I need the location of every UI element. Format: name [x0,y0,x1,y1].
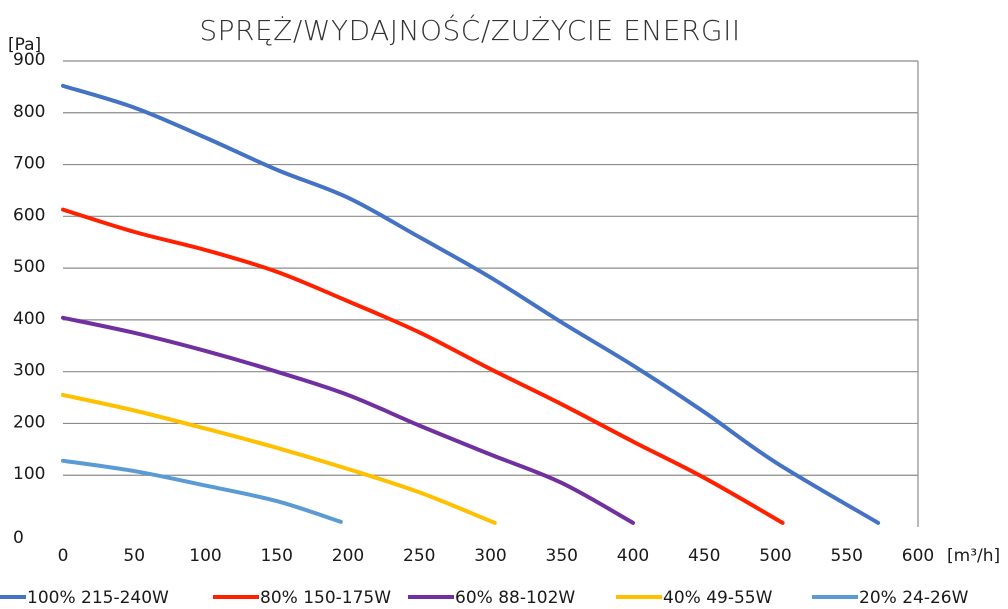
y-tick-label: 700 [13,154,45,174]
x-tick-label: 50 [123,546,145,566]
x-tick-label: 500 [759,546,791,566]
x-tick-label: 250 [403,546,435,566]
y-tick-label: 500 [13,257,45,277]
y-tick-label: 100 [13,464,45,484]
x-tick-label: 150 [261,546,293,566]
gridlines [63,60,919,527]
y-tick-label: 800 [13,102,45,122]
legend-label-2: 80% 150-175W [260,588,391,608]
legend: 100% 215-240W 80% 150-175W 60% 88-102W 40% … [0,588,969,608]
y-tick-label: 400 [13,309,45,329]
y-axis-label: [Pa] [8,35,41,55]
x-tick-label: 600 [902,546,934,566]
y-tick-label: 900 [13,50,45,70]
series-line-3 [61,315,635,525]
x-tick-labels: 0 50 100 150 200 250 300 350 400 450 500 550 600 [58,546,935,566]
x-tick-label: 0 [58,546,69,566]
x-tick-label: 400 [617,546,649,566]
x-tick-label: 300 [474,546,506,566]
series-line-5 [61,458,343,524]
legend-label-4: 40% 49-55W [663,588,773,608]
x-tick-label: 100 [189,546,221,566]
series-lines [61,83,881,525]
x-tick-label: 350 [546,546,578,566]
y-tick-label: 200 [13,412,45,432]
y-tick-label: 0 [13,528,24,548]
x-axis-label: [m³/h] [947,546,1000,566]
legend-label-1: 100% 215-240W [27,588,169,608]
y-tick-label: 600 [13,205,45,225]
series-line-1 [61,83,881,525]
x-tick-label: 200 [332,546,364,566]
x-tick-label: 550 [831,546,863,566]
legend-label-5: 20% 24-26W [859,588,969,608]
y-tick-label: 300 [13,361,45,381]
legend-label-3: 60% 88-102W [455,588,575,608]
chart-title: SPRĘŻ/WYDAJNOŚĆ/ZUŻYCIE ENERGII [199,13,740,47]
x-tick-label: 450 [688,546,720,566]
series-line-2 [61,207,785,525]
y-tick-labels: 0 100 200 300 400 500 600 700 800 900 [13,50,45,548]
series-line-4 [61,392,497,525]
